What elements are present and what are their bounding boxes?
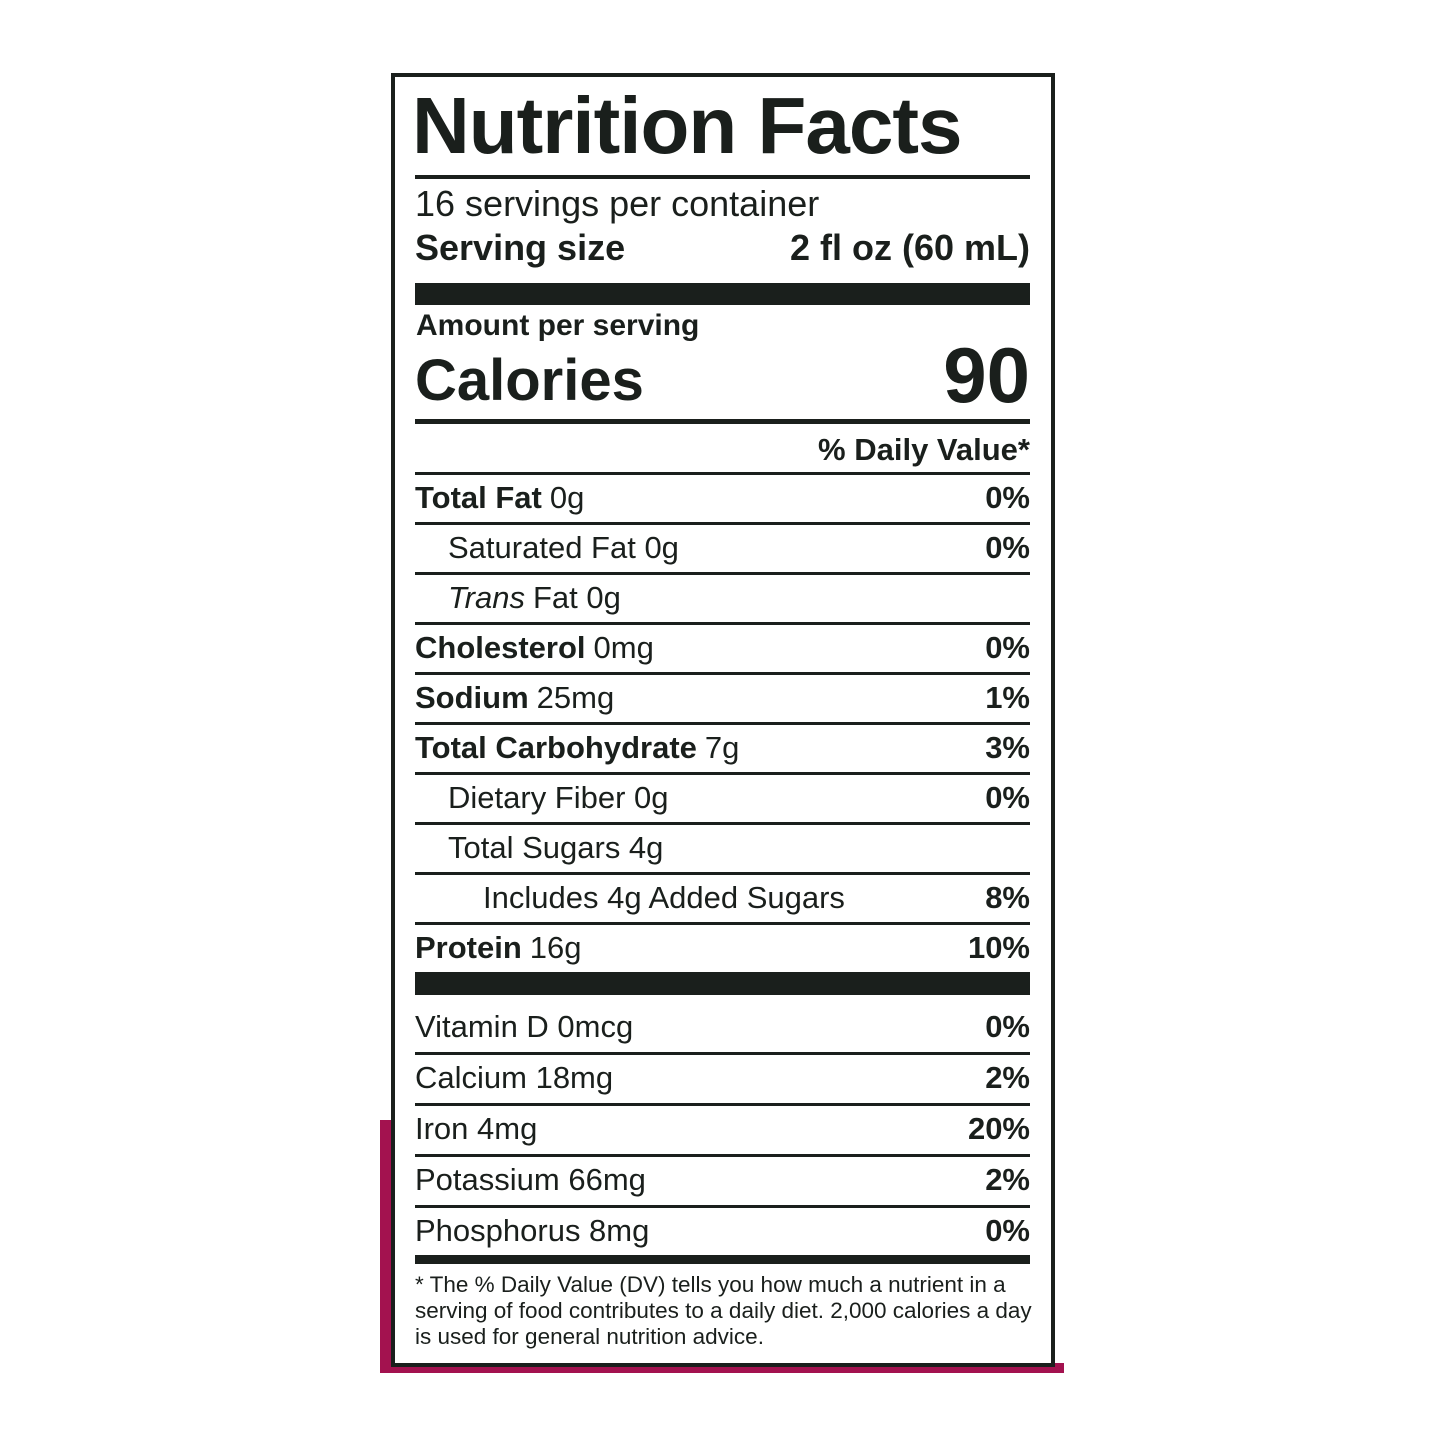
rule <box>415 772 1030 775</box>
daily-value: 0% <box>985 1213 1030 1248</box>
nutrient-row: Protein 16g 10% <box>415 925 1030 971</box>
daily-value: 0% <box>985 780 1030 815</box>
nutrient-text: Total Sugars 4g <box>448 830 664 865</box>
rule <box>415 672 1030 675</box>
vitamin-name: Phosphorus 8mg <box>415 1213 650 1248</box>
rule <box>415 722 1030 725</box>
rule <box>415 822 1030 825</box>
nutrient-row: Trans Fat 0g <box>415 575 1030 621</box>
rule <box>415 922 1030 925</box>
nutrient-name: Protein 16g <box>415 930 582 966</box>
daily-value: 0% <box>985 630 1030 665</box>
nutrient-text: Includes 4g Added Sugars <box>483 880 845 915</box>
nutrient-text: Sodium <box>415 680 529 715</box>
nutrient-text: 16g <box>529 930 582 965</box>
vitamin-row: Potassium 66mg 2% <box>415 1157 1030 1203</box>
serving-size-value: 2 fl oz (60 mL) <box>789 227 1030 268</box>
nutrient-row: Saturated Fat 0g 0% <box>415 525 1030 571</box>
vitamin-row: Phosphorus 8mg 0% <box>415 1208 1030 1254</box>
accent-strip <box>380 1120 392 1372</box>
rule <box>415 1052 1030 1055</box>
nutrient-row: Dietary Fiber 0g 0% <box>415 775 1030 821</box>
nutrient-name: Total Carbohydrate 7g <box>415 730 739 766</box>
nutrient-text: Protein <box>415 930 522 965</box>
rule <box>415 472 1030 475</box>
rule <box>415 1154 1030 1157</box>
nutrient-text: 0mg <box>593 630 654 665</box>
rule <box>415 522 1030 525</box>
vitamin-row: Iron 4mg 20% <box>415 1106 1030 1152</box>
nutrient-name: Saturated Fat 0g <box>415 530 679 566</box>
daily-value: 0% <box>985 530 1030 565</box>
nutrient-name: Dietary Fiber 0g <box>415 780 669 816</box>
calories-value: 90 <box>943 331 1030 419</box>
dv-header: % Daily Value* <box>415 428 1030 472</box>
serving-size: Serving size 2 fl oz (60 mL) <box>415 226 1030 270</box>
rule <box>415 1205 1030 1208</box>
serving-size-label: Serving size <box>415 227 626 268</box>
nutrient-text: Trans <box>448 580 525 615</box>
daily-value: 10% <box>967 930 1030 965</box>
nutrient-text: Total Fat <box>415 480 542 515</box>
rule <box>415 872 1030 875</box>
calories: Calories 90 <box>415 336 1030 414</box>
daily-value: 3% <box>985 730 1030 765</box>
thick-rule <box>415 1255 1030 1264</box>
servings: 16 servings per container <box>415 183 820 224</box>
footnote: * The % Daily Value (DV) tells you how m… <box>415 1272 1032 1349</box>
nutrient-name: Total Fat 0g <box>415 480 584 516</box>
nutrient-name: Total Sugars 4g <box>415 830 663 866</box>
rule <box>415 175 1030 179</box>
nutrient-row: Total Fat 0g 0% <box>415 475 1030 521</box>
daily-value: 8% <box>985 880 1030 915</box>
nutrient-name: Cholesterol 0mg <box>415 630 654 666</box>
amount-per-serving: Amount per serving <box>416 309 700 342</box>
daily-value: 2% <box>985 1162 1030 1197</box>
nutrient-row: Total Carbohydrate 7g 3% <box>415 725 1030 771</box>
vitamin-row: Calcium 18mg 2% <box>415 1055 1030 1101</box>
nutrient-text: 0g <box>549 480 585 515</box>
dv-header-text: % Daily Value* <box>818 432 1030 467</box>
title: Nutrition Facts <box>412 81 962 170</box>
nutrient-text: Cholesterol <box>415 630 586 665</box>
vitamin-name: Iron 4mg <box>415 1111 538 1146</box>
daily-value: 20% <box>967 1111 1030 1146</box>
daily-value: 0% <box>985 480 1030 515</box>
nutrient-text: Total Carbohydrate <box>415 730 697 765</box>
nutrient-row: Cholesterol 0mg 0% <box>415 625 1030 671</box>
nutrient-row: Total Sugars 4g <box>415 825 1030 871</box>
nutrient-name: Trans Fat 0g <box>415 580 621 616</box>
nutrient-text: Saturated Fat 0g <box>448 530 679 565</box>
nutrient-text: 7g <box>704 730 740 765</box>
vitamin-name: Vitamin D 0mcg <box>415 1009 634 1044</box>
rule <box>415 419 1030 424</box>
thick-rule <box>415 283 1030 305</box>
nutrient-name: Sodium 25mg <box>415 680 614 716</box>
nutrient-row: Includes 4g Added Sugars 8% <box>415 875 1030 921</box>
nutrient-text: Dietary Fiber 0g <box>448 780 669 815</box>
thick-rule <box>415 972 1030 995</box>
nutrient-name: Includes 4g Added Sugars <box>415 880 845 916</box>
daily-value: 0% <box>985 1009 1030 1044</box>
nutrient-row: Sodium 25mg 1% <box>415 675 1030 721</box>
vitamin-row: Vitamin D 0mcg 0% <box>415 1004 1030 1050</box>
accent-strip <box>380 1363 1064 1373</box>
daily-value: 2% <box>985 1060 1030 1095</box>
daily-value: 1% <box>985 680 1030 715</box>
rule <box>415 1103 1030 1106</box>
nutrient-text: Fat 0g <box>532 580 621 615</box>
vitamin-name: Calcium 18mg <box>415 1060 614 1095</box>
calories-label: Calories <box>415 348 644 413</box>
nutrient-text: 25mg <box>536 680 615 715</box>
rule <box>415 572 1030 575</box>
vitamin-name: Potassium 66mg <box>415 1162 646 1197</box>
rule <box>415 622 1030 625</box>
